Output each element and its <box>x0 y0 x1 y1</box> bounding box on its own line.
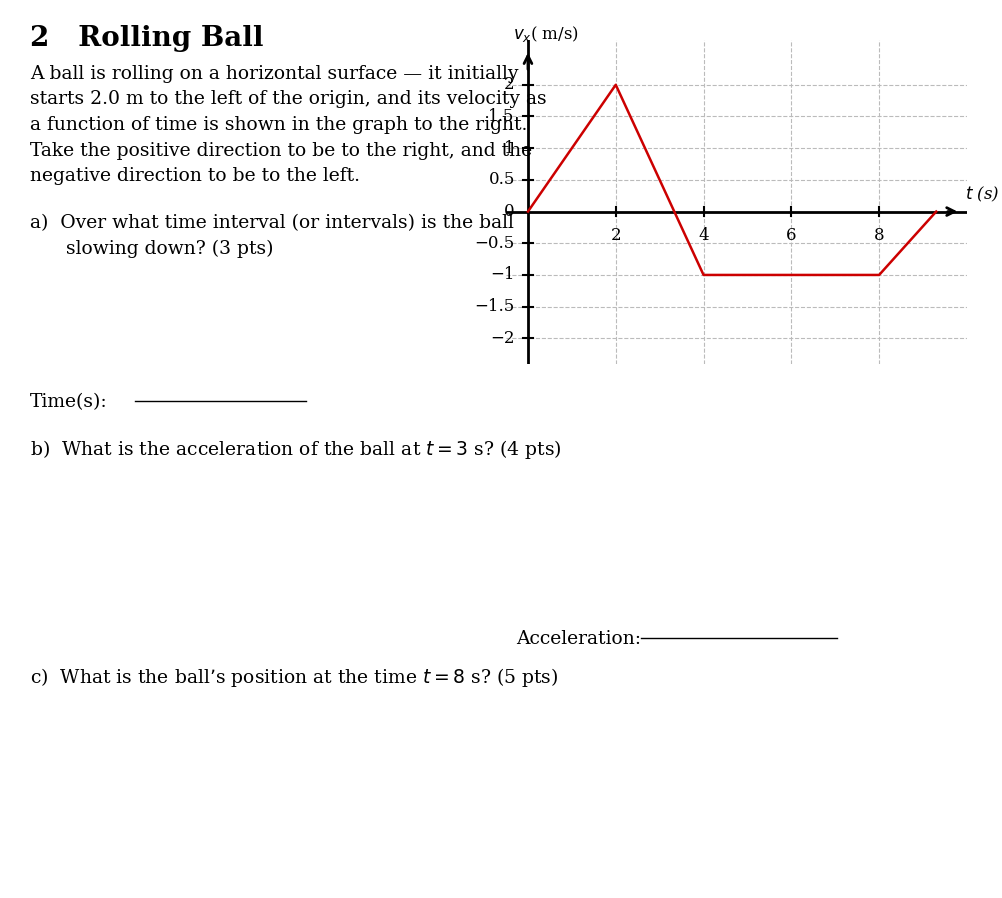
Text: b)  What is the acceleration of the ball at $t = 3$ s? (4 pts): b) What is the acceleration of the ball … <box>30 438 562 462</box>
Text: 2: 2 <box>504 76 515 93</box>
Text: Time(s):: Time(s): <box>30 393 107 411</box>
Text: $v_x$( m/s): $v_x$( m/s) <box>513 23 578 44</box>
Text: A ball is rolling on a horizontal surface — it initially
starts 2.0 m to the lef: A ball is rolling on a horizontal surfac… <box>30 65 547 186</box>
Text: −0.5: −0.5 <box>475 234 515 251</box>
Text: c)  What is the ball’s position at the time $t = 8$ s? (5 pts): c) What is the ball’s position at the ti… <box>30 666 558 690</box>
Text: −2: −2 <box>490 330 515 347</box>
Text: 4: 4 <box>698 227 708 244</box>
Text: Acceleration:: Acceleration: <box>516 630 641 648</box>
Text: 6: 6 <box>787 227 797 244</box>
Text: a)  Over what time interval (or intervals) is the ball
      slowing down? (3 pt: a) Over what time interval (or intervals… <box>30 214 514 258</box>
Text: 1.5: 1.5 <box>488 108 515 125</box>
Text: 0.5: 0.5 <box>488 172 515 189</box>
Text: −1: −1 <box>490 267 515 284</box>
Text: 2   Rolling Ball: 2 Rolling Ball <box>30 25 264 52</box>
Text: 8: 8 <box>874 227 885 244</box>
Text: −1.5: −1.5 <box>475 298 515 315</box>
Text: 2: 2 <box>610 227 621 244</box>
Text: 1: 1 <box>504 140 515 156</box>
Text: 0: 0 <box>504 203 515 220</box>
Text: $t$ (s): $t$ (s) <box>965 185 999 204</box>
